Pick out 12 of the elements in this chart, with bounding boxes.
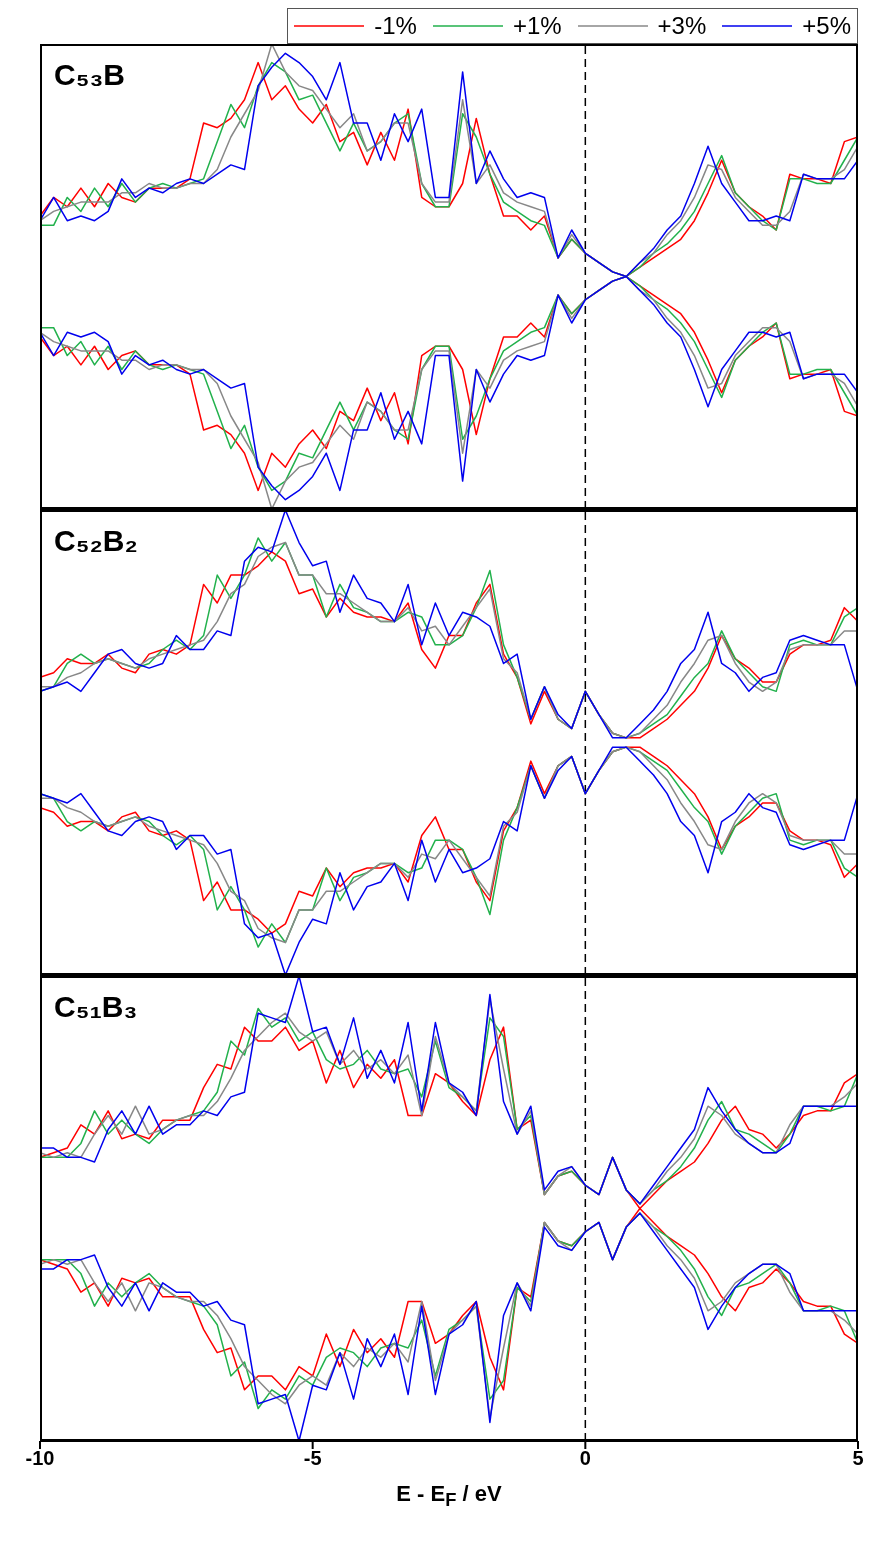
text: C₅₃B [54,58,125,92]
legend-label: +1% [512,12,562,40]
legend-label: +5% [802,12,851,40]
legend-label: +3% [657,12,707,40]
x-axis-title: E - E$_{F}$ / eV [395,1481,503,1512]
x-tick-label: -10 [25,1447,55,1470]
x-tick-label: -5 [303,1447,322,1470]
text: C₅₂B₂ [54,524,138,558]
x-tick-label: 5 [852,1447,864,1470]
legend-label: -1% [374,12,417,40]
text: C₅₁B₃ [54,990,138,1024]
x-tick-label: 0 [579,1447,591,1470]
